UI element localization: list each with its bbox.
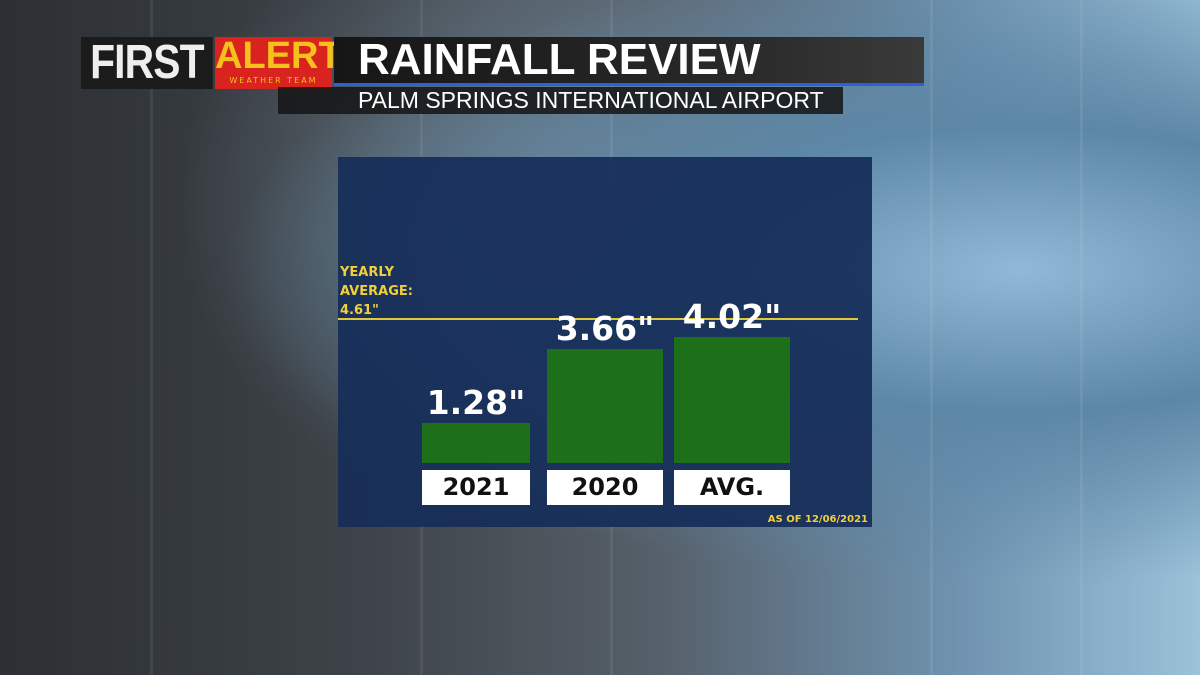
yearly-average-line1: YEARLY [340,265,395,280]
yearly-average-line2: AVERAGE: [340,284,413,299]
category-label: 2021 [422,470,530,505]
category-label: AVG. [674,470,790,505]
as-of-date: AS OF 12/06/2021 [767,514,868,525]
page-title: RAINFALL REVIEW [358,35,761,84]
chart-panel: YEARLY AVERAGE: 4.61" AS OF 12/06/2021 1… [338,157,872,527]
yearly-average-line [338,318,858,320]
logo-first: FIRST [81,37,213,89]
subtitle-bar: PALM SPRINGS INTERNATIONAL AIRPORT [278,87,843,114]
category-label: 2020 [547,470,663,505]
logo-team-text: WEATHER TEAM [229,76,318,85]
bar-2021 [422,423,530,463]
bar-avg [674,337,790,463]
value-label: 1.28" [426,383,526,423]
value-label: 3.66" [555,308,655,348]
value-label: 4.02" [682,297,782,337]
logo-alert: ALERT WEATHER TEAM [215,35,342,89]
title-bar: RAINFALL REVIEW [334,37,924,86]
logo-alert-text: ALERT [215,35,342,77]
yearly-average-label: YEARLY AVERAGE: 4.61" [340,263,413,320]
page-subtitle: PALM SPRINGS INTERNATIONAL AIRPORT [358,87,824,113]
yearly-average-line3: 4.61" [340,303,379,318]
bar-2020 [547,348,663,463]
